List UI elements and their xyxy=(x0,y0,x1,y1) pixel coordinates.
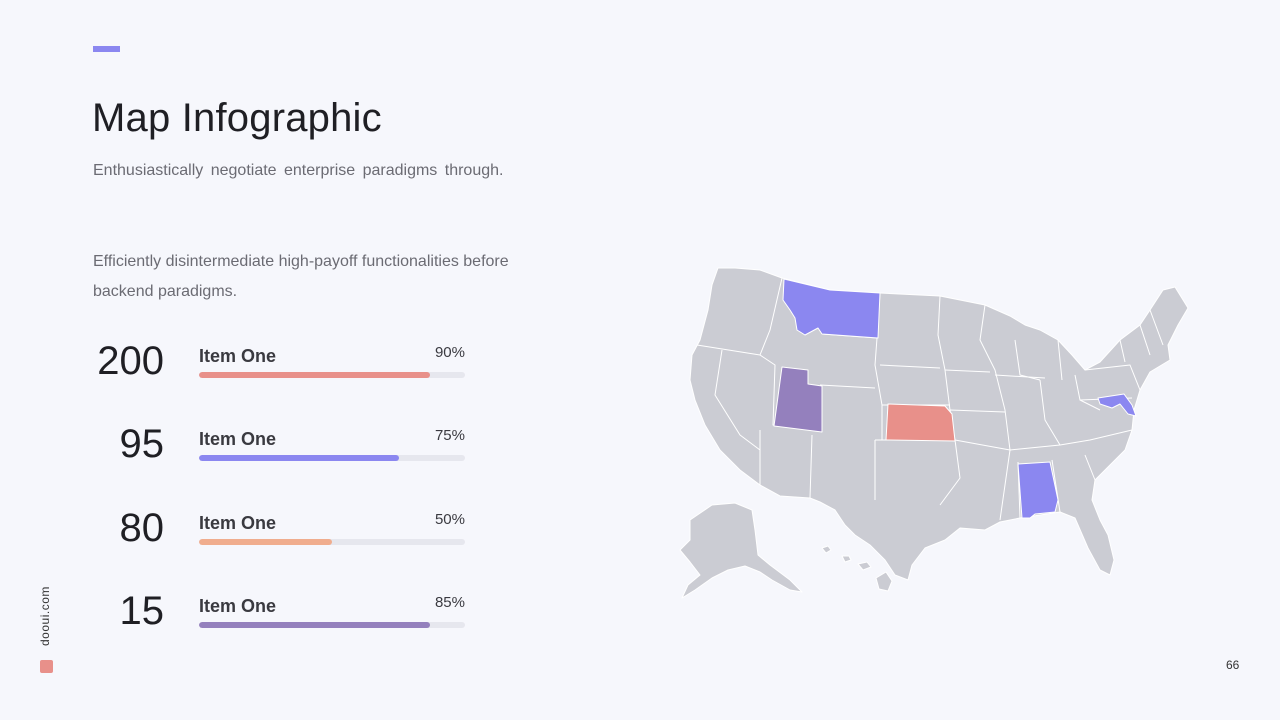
progress-fill xyxy=(199,622,431,628)
state-maryland xyxy=(1097,393,1137,417)
stat-number: 15 xyxy=(119,589,165,633)
us-map xyxy=(679,267,1189,599)
stat-percent: 85% xyxy=(434,594,465,611)
stat-row: 95 Item One 75% xyxy=(0,421,520,481)
stat-label: Item One xyxy=(199,513,277,533)
progress-fill xyxy=(199,455,399,461)
title-accent-bar xyxy=(93,46,120,52)
description-text: Efficiently disintermediate high-payoff … xyxy=(93,253,509,300)
state-kansas xyxy=(885,403,956,442)
state-montana xyxy=(782,278,881,339)
stat-row: 200 Item One 90% xyxy=(0,338,520,398)
stat-number: 95 xyxy=(119,422,165,466)
stat-percent: 75% xyxy=(434,427,465,444)
stat-row: 15 Item One 85% xyxy=(0,588,520,648)
hawaii-shape xyxy=(875,571,893,592)
stat-number: 80 xyxy=(119,506,165,550)
stat-percent: 50% xyxy=(434,511,465,528)
stat-label: Item One xyxy=(199,346,277,366)
hawaii-shape xyxy=(841,555,852,563)
progress-fill xyxy=(199,539,332,545)
progress-fill xyxy=(199,372,431,378)
progress-track xyxy=(199,539,465,545)
state-utah xyxy=(773,366,823,433)
progress-track xyxy=(199,622,465,628)
alaska-shape xyxy=(679,502,803,599)
stat-number: 200 xyxy=(97,339,164,383)
progress-track xyxy=(199,372,465,378)
brand-square xyxy=(40,660,53,673)
stat-percent: 90% xyxy=(434,344,465,361)
stat-label: Item One xyxy=(199,596,277,616)
brand-text: dooui.com xyxy=(38,586,52,646)
progress-track xyxy=(199,455,465,461)
hawaii-shape xyxy=(821,545,832,554)
page-title: Map Infographic xyxy=(92,96,382,140)
hawaii-shape xyxy=(857,561,872,571)
page-subtitle: Enthusiastically negotiate enterprise pa… xyxy=(93,162,504,179)
page-number: 66 xyxy=(1226,658,1240,672)
stat-label: Item One xyxy=(199,429,277,449)
stat-row: 80 Item One 50% xyxy=(0,505,520,565)
state-alabama xyxy=(1017,461,1059,519)
